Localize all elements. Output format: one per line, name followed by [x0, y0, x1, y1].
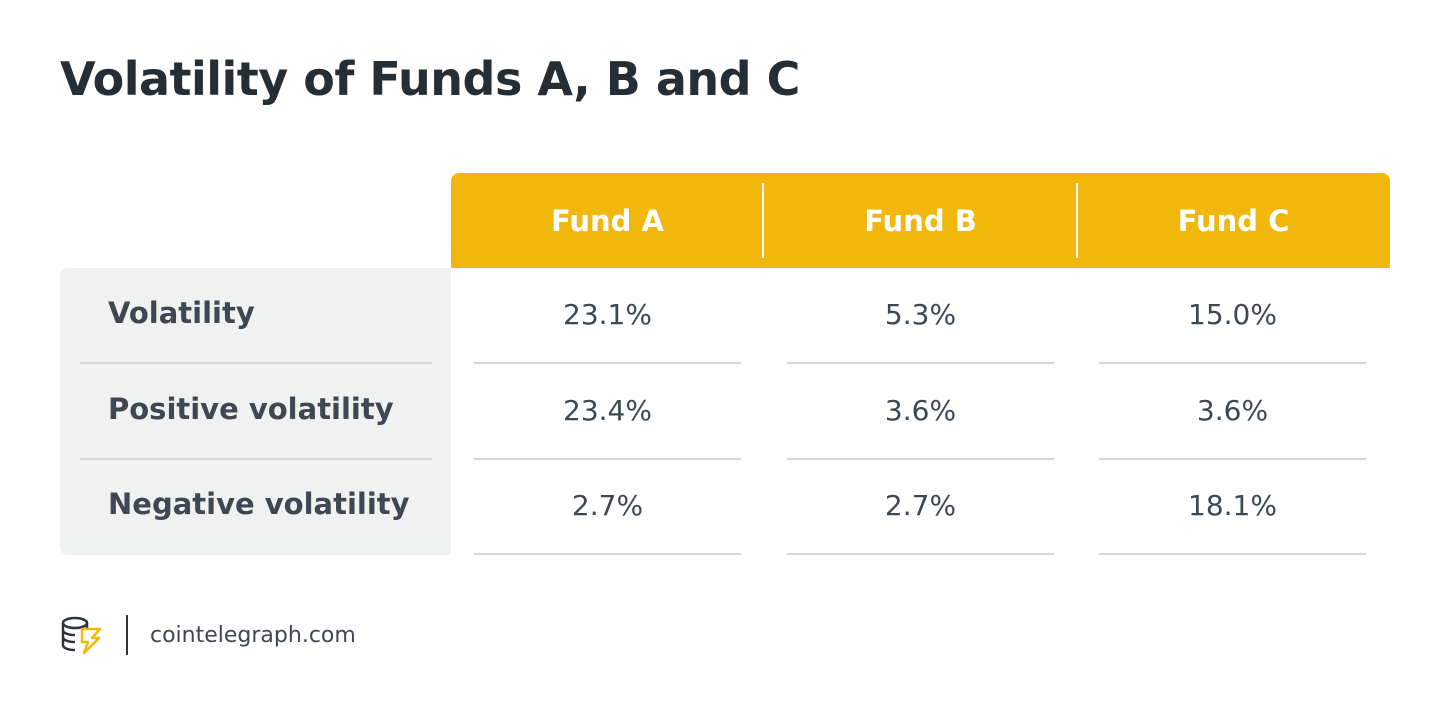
- cell-divider: [787, 457, 1054, 460]
- cell-divider: [474, 553, 741, 555]
- column-header: Fund C: [1177, 203, 1290, 238]
- divider: [126, 615, 128, 655]
- separator: [1076, 183, 1078, 258]
- cell: 23.1%: [563, 298, 652, 331]
- cell: 2.7%: [884, 489, 957, 522]
- footer: cointelegraph.com: [60, 615, 356, 655]
- cell-divider: [474, 457, 741, 460]
- column-header: Fund A: [551, 203, 664, 238]
- cell: 2.7%: [571, 489, 644, 522]
- row-divider: [80, 362, 432, 364]
- row-label: Positive volatility: [108, 391, 394, 426]
- cell: 5.3%: [884, 298, 957, 331]
- source: cointelegraph.com: [150, 622, 356, 648]
- row-header-bg: [60, 268, 451, 555]
- cell-divider: [1099, 457, 1366, 460]
- row-label: Negative volatility: [108, 487, 410, 521]
- row-label: Volatility: [108, 296, 255, 330]
- cell: 3.6%: [1196, 393, 1269, 427]
- cell: 18.1%: [1188, 489, 1277, 522]
- column-header: Fund B: [864, 203, 977, 238]
- cell: 23.4%: [563, 393, 652, 427]
- cell-divider: [1099, 553, 1366, 555]
- cell-divider: [1099, 362, 1366, 364]
- cell-divider: [474, 362, 741, 364]
- logo: [61, 616, 102, 655]
- cell-divider: [787, 553, 1054, 555]
- separator: [762, 183, 764, 258]
- table-header: Fund A Fund B Fund C: [451, 173, 1390, 268]
- cell: 3.6%: [884, 393, 957, 427]
- cell: 15.0%: [1188, 298, 1277, 331]
- title: Volatility of Funds A, B and C: [60, 52, 800, 106]
- row-divider: [80, 457, 432, 460]
- cell-divider: [787, 362, 1054, 364]
